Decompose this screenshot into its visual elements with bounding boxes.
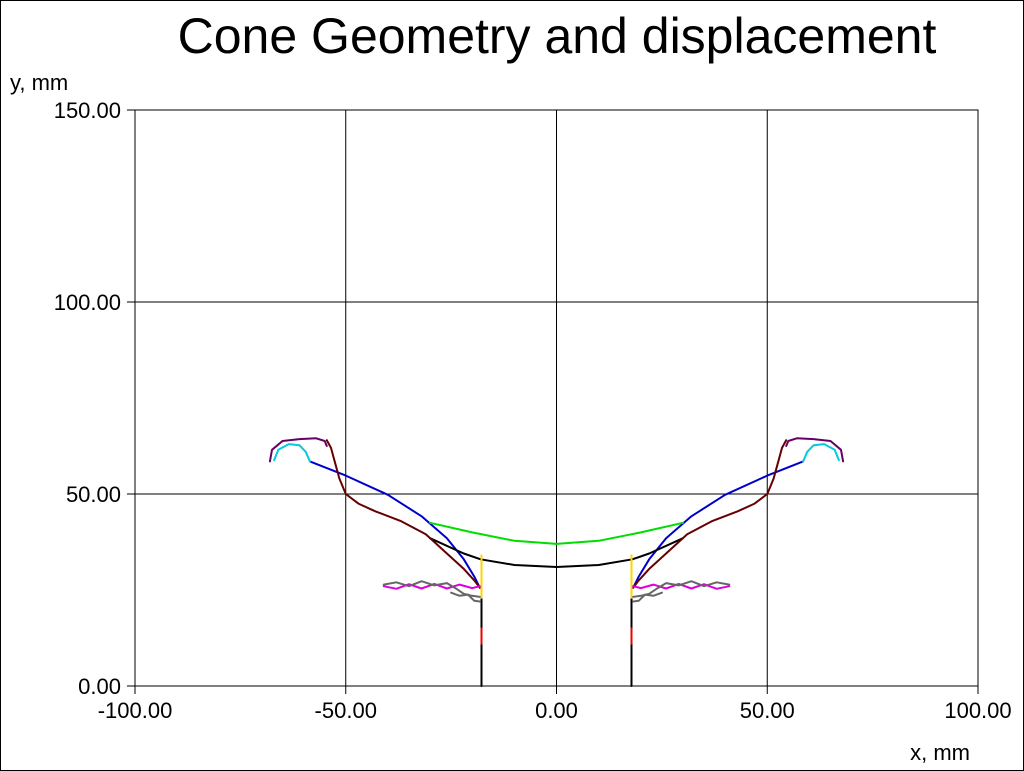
x-axis-label: x, mm (910, 740, 970, 765)
series-line-16 (382, 582, 481, 590)
series-line-3 (429, 537, 684, 568)
series-line-6 (268, 437, 328, 463)
series-line-5 (632, 439, 788, 589)
x-tick-label: 50.00 (740, 698, 795, 723)
series-line-0 (308, 460, 481, 589)
x-tick-label: 0.00 (535, 698, 578, 723)
series-line-9 (802, 443, 840, 463)
series-line-17 (632, 582, 731, 590)
plot-area: -100.00 -50.00 0.00 50.00 100.00 0.00 50.00 100… (54, 98, 1012, 723)
x-tick-label: 100.00 (944, 698, 1011, 723)
y-tick-label: 100.00 (54, 290, 121, 315)
x-tick-label: -50.00 (315, 698, 377, 723)
y-tick-label: 0.00 (78, 674, 121, 699)
series-line-4 (325, 439, 481, 589)
series-line-7 (785, 437, 845, 463)
series-line-8 (273, 443, 311, 463)
x-tick-label: -100.00 (98, 698, 173, 723)
series-line-2 (429, 521, 684, 545)
chart-title: Cone Geometry and displacement (178, 8, 937, 64)
series-line-21 (632, 591, 663, 603)
y-tick-label: 150.00 (54, 98, 121, 123)
y-axis-label: y, mm (10, 70, 68, 95)
series-line-20 (450, 591, 481, 603)
y-tick-label: 50.00 (66, 482, 121, 507)
series-line-1 (632, 460, 805, 589)
